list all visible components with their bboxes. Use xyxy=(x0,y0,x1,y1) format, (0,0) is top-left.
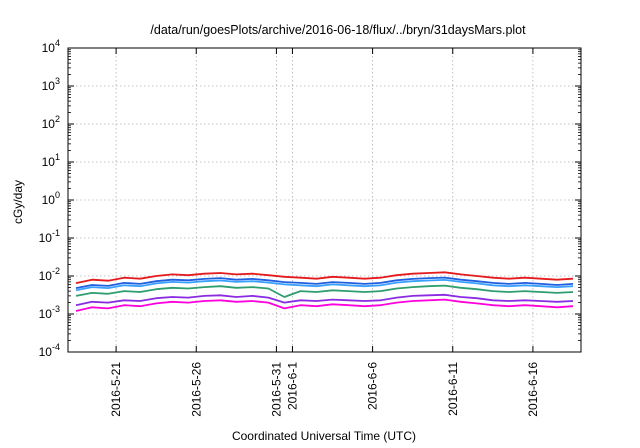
y-tick-label: 104 xyxy=(42,38,60,55)
y-tick-exponent: -1 xyxy=(52,228,60,238)
y-tick-exponent: 3 xyxy=(55,76,60,86)
x-axis: 2016-5-21 2016-5-26 2016-5-31 2016-6-1 2016-… xyxy=(109,48,540,417)
y-tick-exponent: 4 xyxy=(55,38,60,48)
y-tick-label: 100 xyxy=(42,190,60,207)
y-tick-base: 10 xyxy=(39,345,53,359)
y-tick-label: 10-1 xyxy=(39,228,60,245)
x-tick-label: 2016-6-6 xyxy=(366,362,380,410)
y-axis-label: cGy/day xyxy=(11,180,25,224)
y-tick-base: 10 xyxy=(39,231,53,245)
y-tick-base: 10 xyxy=(42,41,56,55)
series-line-2 xyxy=(75,276,574,289)
y-tick-base: 10 xyxy=(39,269,53,283)
series-line-5 xyxy=(75,293,574,307)
x-tick-label: 2016-5-31 xyxy=(269,362,283,417)
y-tick-base: 10 xyxy=(42,117,56,131)
y-tick-label: 101 xyxy=(42,152,60,169)
y-tick-exponent: 0 xyxy=(55,190,60,200)
series-line-3 xyxy=(75,278,574,292)
series-group xyxy=(75,271,574,312)
x-tick-label: 2016-6-16 xyxy=(526,362,540,417)
y-tick-base: 10 xyxy=(42,79,56,93)
y-tick-label: 10-3 xyxy=(39,304,60,321)
y-tick-label: 10-4 xyxy=(39,342,60,359)
x-tick-label: 2016-6-11 xyxy=(446,362,460,416)
x-tick-label: 2016-5-21 xyxy=(109,362,123,417)
x-tick-label: 2016-6-1 xyxy=(285,362,299,410)
y-tick-base: 10 xyxy=(42,155,56,169)
y-tick-exponent: 1 xyxy=(55,152,60,162)
series-line-1 xyxy=(75,271,574,284)
series-line-6 xyxy=(75,298,574,312)
y-tick-label: 103 xyxy=(42,76,60,93)
y-tick-base: 10 xyxy=(39,307,53,321)
y-tick-exponent: -4 xyxy=(52,342,60,352)
y-tick-exponent: -2 xyxy=(52,266,60,276)
chart-title: /data/run/goesPlots/archive/2016-06-18/f… xyxy=(150,23,526,37)
series-line-4 xyxy=(75,284,574,298)
x-tick-label: 2016-5-26 xyxy=(189,362,203,417)
x-axis-label: Coordinated Universal Time (UTC) xyxy=(232,429,416,443)
y-tick-exponent: 2 xyxy=(55,114,60,124)
y-tick-label: 102 xyxy=(42,114,60,131)
y-tick-exponent: -3 xyxy=(52,304,60,314)
y-tick-base: 10 xyxy=(42,193,56,207)
y-tick-label: 10-2 xyxy=(39,266,60,283)
